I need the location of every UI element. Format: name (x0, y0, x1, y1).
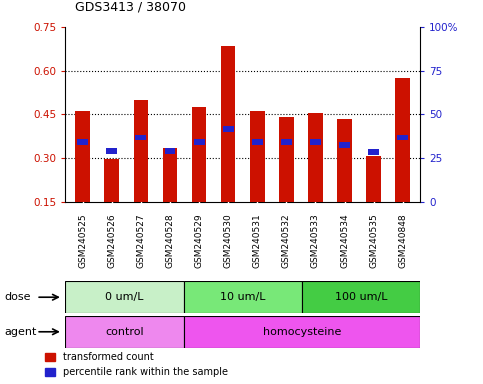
Bar (367, 156, 381, 202)
Text: dose: dose (5, 292, 31, 302)
Bar (75, 111, 90, 202)
Text: GSM240534: GSM240534 (340, 213, 349, 268)
Bar (135, 135, 146, 141)
Bar (163, 148, 177, 202)
Text: control: control (105, 327, 143, 337)
Bar (184, 281, 302, 313)
Text: GSM240848: GSM240848 (398, 213, 407, 268)
Bar (398, 135, 408, 141)
Bar (134, 100, 148, 202)
Text: 10 um/L: 10 um/L (220, 292, 266, 302)
Bar (106, 148, 117, 154)
Bar (250, 111, 265, 202)
Bar (396, 78, 410, 202)
Bar (77, 139, 88, 145)
Text: GSM240532: GSM240532 (282, 213, 291, 268)
Bar (308, 113, 323, 202)
Bar (302, 281, 420, 313)
Bar (165, 148, 175, 154)
Bar (223, 126, 234, 132)
Text: GSM240529: GSM240529 (195, 213, 203, 268)
Text: GSM240530: GSM240530 (224, 213, 233, 268)
Text: GSM240526: GSM240526 (107, 213, 116, 268)
Text: GSM240535: GSM240535 (369, 213, 378, 268)
Text: GSM240527: GSM240527 (136, 213, 145, 268)
Text: GSM240531: GSM240531 (253, 213, 262, 268)
Legend: transformed count, percentile rank within the sample: transformed count, percentile rank withi… (43, 350, 230, 379)
Text: agent: agent (5, 327, 37, 337)
Bar (221, 46, 235, 202)
Text: GSM240528: GSM240528 (166, 213, 174, 268)
Bar (252, 139, 263, 145)
Text: GSM240525: GSM240525 (78, 213, 87, 268)
Bar (192, 107, 206, 202)
Text: 0 um/L: 0 um/L (105, 292, 143, 302)
Text: GSM240533: GSM240533 (311, 213, 320, 268)
Bar (194, 139, 204, 145)
Bar (281, 139, 292, 145)
Bar (104, 159, 119, 202)
Bar (65, 281, 184, 313)
Bar (184, 316, 420, 348)
Bar (337, 119, 352, 202)
Bar (279, 117, 294, 202)
Bar (65, 316, 184, 348)
Text: GDS3413 / 38070: GDS3413 / 38070 (75, 0, 186, 13)
Bar (368, 149, 379, 155)
Text: homocysteine: homocysteine (263, 327, 341, 337)
Text: 100 um/L: 100 um/L (335, 292, 387, 302)
Bar (339, 142, 350, 148)
Bar (310, 139, 321, 145)
